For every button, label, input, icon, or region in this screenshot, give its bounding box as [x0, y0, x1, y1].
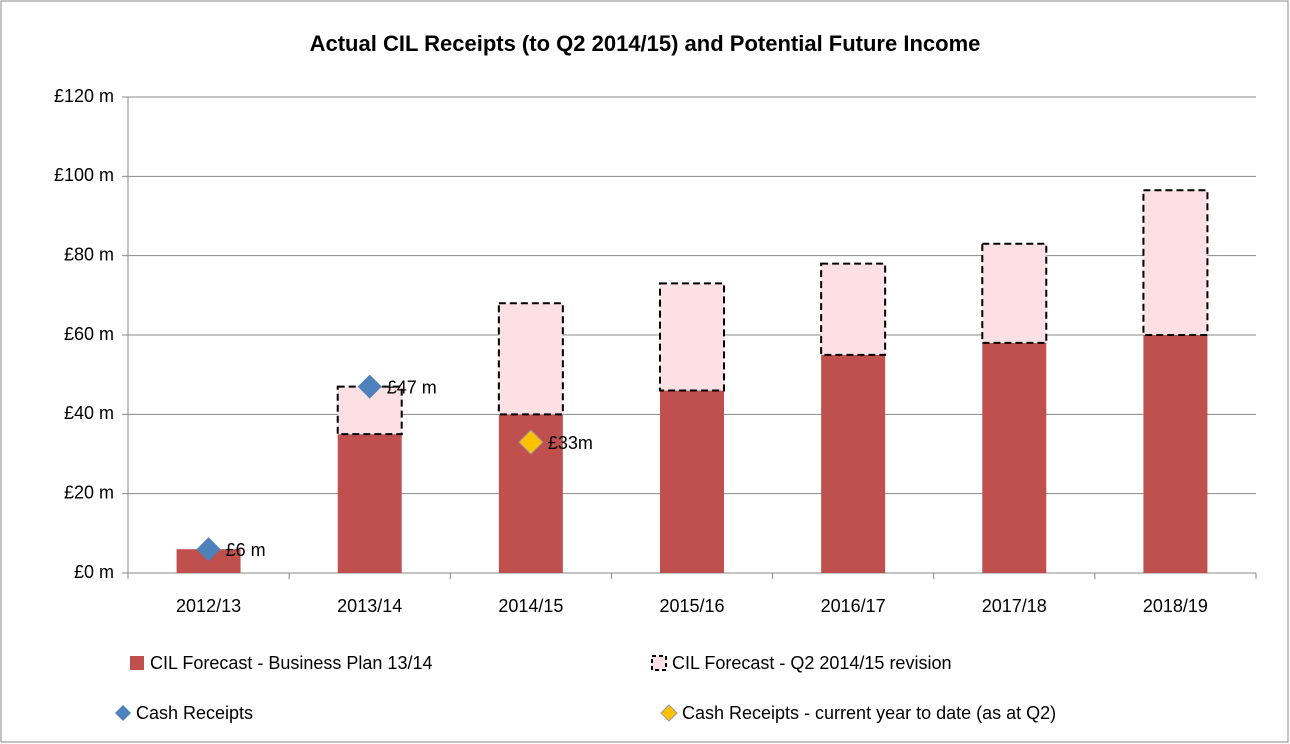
chart-title: Actual CIL Receipts (to Q2 2014/15) and …: [310, 31, 981, 56]
x-tick-label: 2017/18: [982, 596, 1047, 616]
y-tick-label: £20 m: [64, 482, 114, 502]
y-tick-label: £0 m: [74, 562, 114, 582]
y-tick-label: £40 m: [64, 403, 114, 423]
x-tick-label: 2013/14: [337, 596, 402, 616]
y-tick-label: £60 m: [64, 324, 114, 344]
legend-swatch: [130, 656, 144, 670]
legend-swatch: [115, 705, 131, 721]
legend-swatch: [651, 655, 667, 671]
x-tick-label: 2018/19: [1143, 596, 1208, 616]
bar: [1142, 189, 1209, 336]
bar: [820, 262, 887, 356]
y-tick-label: £100 m: [54, 165, 114, 185]
bar: [660, 390, 724, 573]
bar: [497, 302, 564, 416]
y-tick-label: £120 m: [54, 86, 114, 106]
x-tick-label: 2016/17: [821, 596, 886, 616]
legend-swatch: [660, 704, 678, 722]
bar: [821, 354, 886, 573]
data-label: £47 m: [387, 377, 437, 397]
legend-label: Cash Receipts - current year to date (as…: [682, 703, 1056, 723]
marker: [196, 537, 221, 562]
x-tick-label: 2015/16: [659, 596, 724, 616]
bar: [659, 282, 725, 392]
legend-label: CIL Forecast - Business Plan 13/14: [150, 653, 432, 673]
legend-label: CIL Forecast - Q2 2014/15 revision: [672, 653, 951, 673]
bar: [337, 434, 402, 573]
bar: [1143, 335, 1208, 573]
marker: [357, 374, 382, 399]
bar: [336, 385, 403, 436]
bar: [981, 242, 1048, 344]
data-label: £33m: [548, 433, 593, 453]
legend-label: Cash Receipts: [136, 703, 253, 723]
bar: [982, 342, 1047, 573]
x-tick-label: 2012/13: [176, 596, 241, 616]
y-tick-label: £80 m: [64, 244, 114, 264]
x-tick-label: 2014/15: [498, 596, 563, 616]
data-label: £6 m: [226, 540, 266, 560]
marker: [518, 429, 544, 455]
